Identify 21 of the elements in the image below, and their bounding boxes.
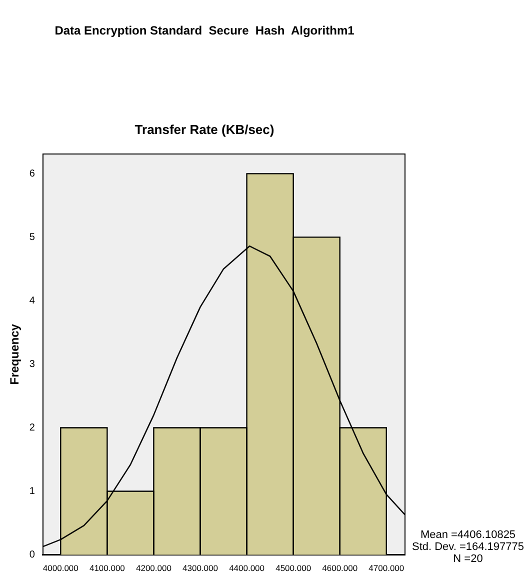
- y-tick-label: 6: [29, 168, 36, 180]
- x-tick-label: 4000.000: [42, 563, 79, 574]
- text: Std. Dev. =164.197775: [412, 540, 524, 553]
- x-tick-label: 4300.000: [182, 563, 218, 574]
- x-tick-label: 4400.000: [229, 563, 265, 574]
- x-tick-label: 4100.000: [89, 563, 126, 574]
- text: Mean =4406.10825: [420, 528, 516, 541]
- x-tick-label: 4600.000: [322, 563, 358, 574]
- y-axis-title: Frequency: [8, 324, 22, 385]
- x-tick-label: 4200.000: [136, 563, 172, 574]
- chart-subtitle: Transfer Rate (KB/sec): [134, 122, 274, 137]
- chart-title: Data Encryption Standard Secure Hash Algorithm1: [54, 24, 355, 38]
- y-tick-label: 1: [29, 486, 36, 498]
- y-tick-label: 5: [29, 232, 36, 243]
- y-tick-label: 0: [29, 550, 36, 561]
- x-tick-label: 4500.000: [276, 563, 312, 574]
- y-tick-label: 3: [29, 358, 36, 370]
- x-tick-label: 4700.000: [368, 563, 404, 574]
- y-tick-label: 2: [29, 422, 36, 434]
- text: N =20: [453, 552, 483, 565]
- y-tick-label: 4: [29, 295, 36, 306]
